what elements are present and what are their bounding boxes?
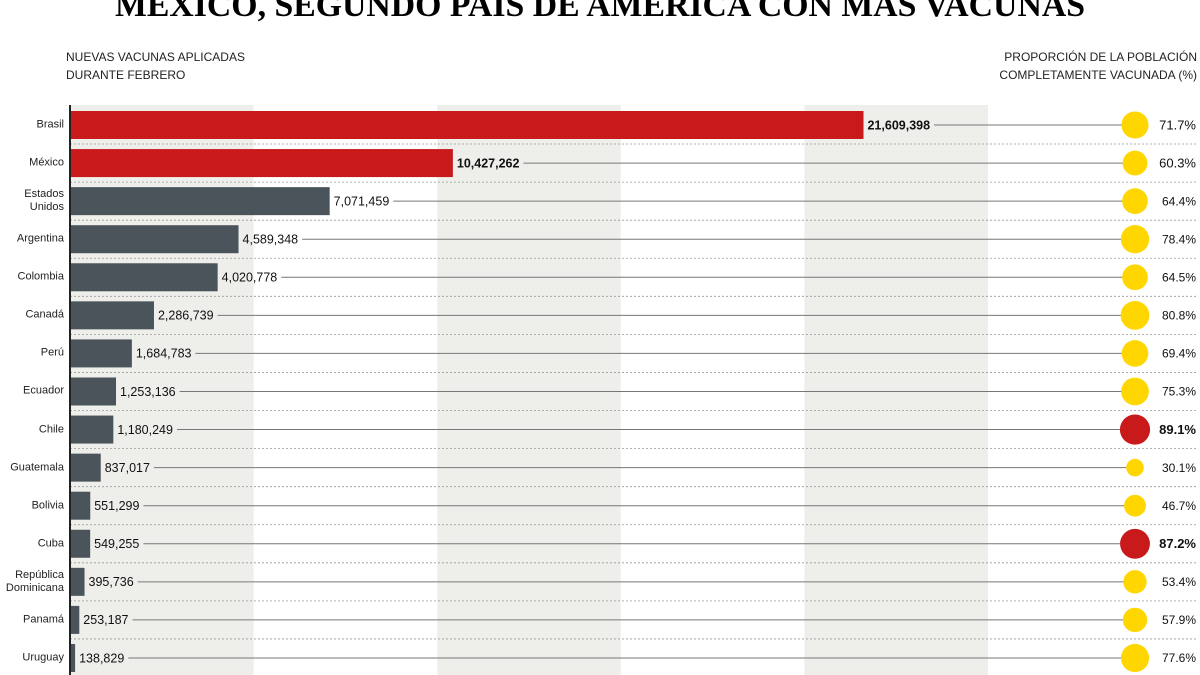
percent-circle	[1121, 111, 1149, 139]
percent-circle	[1120, 643, 1150, 673]
percent-label: 60.3%	[1159, 156, 1196, 171]
percent-label: 57.9%	[1162, 613, 1196, 627]
percent-circle	[1122, 150, 1148, 176]
value-label: 10,427,262	[457, 156, 520, 170]
bar	[70, 643, 76, 672]
band	[804, 105, 988, 675]
category-label: Perú	[40, 346, 64, 359]
category-label: Canadá	[25, 308, 64, 321]
bar	[70, 567, 85, 596]
percent-label: 64.5%	[1162, 270, 1196, 284]
bar	[70, 187, 330, 216]
band	[437, 105, 621, 675]
percent-label: 80.8%	[1162, 309, 1196, 323]
value-label: 551,299	[94, 499, 139, 513]
value-label: 1,684,783	[136, 347, 192, 361]
percent-label: 71.7%	[1159, 117, 1196, 132]
bar	[70, 491, 91, 520]
percent-label: 46.7%	[1162, 499, 1196, 513]
percent-circle	[1120, 528, 1150, 559]
category-label: México	[29, 156, 64, 169]
percent-label: 78.4%	[1162, 232, 1196, 246]
percent-circle	[1122, 607, 1148, 633]
percent-label: 64.4%	[1162, 194, 1196, 208]
percent-circle	[1119, 414, 1151, 445]
percent-circle	[1122, 264, 1148, 291]
bar	[70, 263, 218, 292]
bar	[70, 339, 132, 368]
left-header: NUEVAS VACUNAS APLICADAS DURANTE FEBRERO	[66, 50, 245, 82]
category-label: Argentina	[16, 232, 64, 245]
percent-label: 89.1%	[1159, 422, 1196, 437]
percent-label: 87.2%	[1159, 536, 1196, 551]
category-label: Guatemala	[10, 461, 64, 474]
bar	[70, 111, 864, 139]
value-label: 4,589,348	[243, 233, 299, 247]
value-label: 253,187	[83, 613, 128, 627]
category-label: Panamá	[23, 613, 64, 626]
category-label: República Dominicana	[5, 568, 64, 594]
chart-title: MÉXICO, SEGUNDO PAÍS DE AMÉRICA CON MÁS …	[115, 0, 1085, 24]
value-label: 395,736	[89, 575, 134, 589]
category-label: Bolivia	[31, 499, 64, 512]
right-header: PROPORCIÓN DE LA POBLACIÓN COMPLETAMENTE…	[999, 50, 1197, 82]
category-label: Cuba	[37, 537, 64, 550]
value-label: 1,253,136	[120, 385, 176, 399]
value-label: 7,071,459	[334, 194, 390, 208]
bar	[70, 301, 154, 330]
category-label: Uruguay	[22, 651, 64, 664]
percent-circle	[1120, 225, 1150, 254]
percent-label: 77.6%	[1162, 651, 1196, 665]
percent-circle	[1124, 494, 1146, 517]
category-label: Chile	[38, 423, 64, 436]
value-label: 2,286,739	[158, 309, 214, 323]
value-label: 21,609,398	[867, 118, 930, 132]
bar	[70, 225, 239, 254]
value-label: 837,017	[105, 461, 150, 475]
percent-circle	[1122, 188, 1148, 214]
percent-label: 69.4%	[1162, 347, 1196, 361]
percent-label: 53.4%	[1162, 575, 1196, 589]
value-label: 1,180,249	[117, 423, 173, 437]
category-label: Colombia	[17, 270, 64, 283]
bar	[70, 453, 101, 482]
category-label: Brasil	[36, 118, 64, 131]
percent-circle	[1120, 300, 1150, 330]
bar	[70, 605, 80, 634]
bar	[70, 149, 453, 178]
bar	[70, 377, 117, 406]
percent-circle	[1123, 570, 1147, 594]
bar	[70, 529, 91, 558]
percent-circle	[1126, 458, 1144, 477]
bar	[70, 415, 114, 444]
percent-circle	[1121, 377, 1149, 406]
value-label: 138,829	[79, 651, 124, 665]
value-label: 4,020,778	[222, 271, 278, 285]
percent-label: 75.3%	[1162, 385, 1196, 399]
category-label: Estados Unidos	[24, 188, 64, 214]
percent-label: 30.1%	[1162, 461, 1196, 475]
value-label: 549,255	[94, 537, 139, 551]
category-label: Ecuador	[23, 384, 64, 397]
percent-circle	[1121, 340, 1149, 367]
